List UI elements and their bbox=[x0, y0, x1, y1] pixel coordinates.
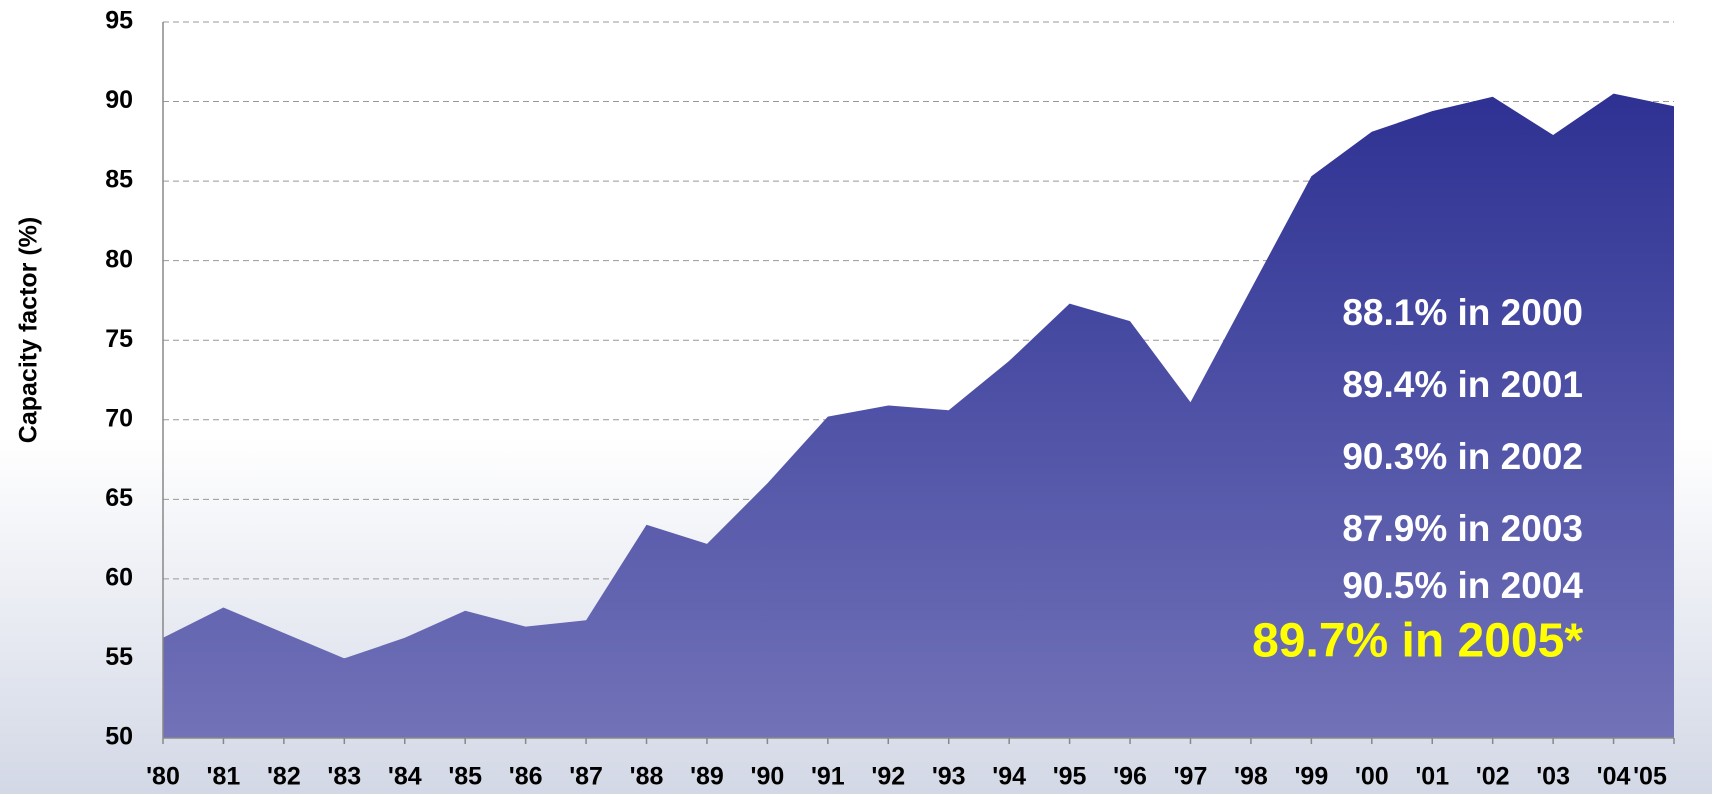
y-tick-label: 90 bbox=[105, 86, 133, 114]
x-tick-label: '84 bbox=[388, 763, 422, 791]
x-tick-label: '00 bbox=[1355, 763, 1389, 791]
x-tick-label: '90 bbox=[751, 763, 785, 791]
x-tick-label: '89 bbox=[690, 763, 724, 791]
y-tick-label: 75 bbox=[105, 325, 133, 353]
x-tick-label: '96 bbox=[1113, 763, 1147, 791]
annotation: 90.3% in 2002 bbox=[1342, 436, 1583, 477]
annotation: 89.4% in 2001 bbox=[1342, 364, 1583, 405]
y-tick-label: 70 bbox=[105, 404, 133, 432]
x-tick-label: '01 bbox=[1415, 763, 1449, 791]
y-tick-label: 60 bbox=[105, 563, 133, 591]
y-axis-label: Capacity factor (%) bbox=[15, 217, 43, 443]
x-tick-label: '80 bbox=[146, 763, 180, 791]
x-tick-label: '82 bbox=[267, 763, 301, 791]
y-tick-label: 55 bbox=[105, 643, 133, 671]
x-tick-label: '81 bbox=[207, 763, 241, 791]
y-tick-label: 85 bbox=[105, 166, 133, 194]
x-tick-label: '94 bbox=[992, 763, 1026, 791]
y-tick-label: 50 bbox=[105, 723, 133, 751]
annotation: 89.7% in 2005* bbox=[1252, 615, 1583, 668]
x-tick-label: '95 bbox=[1053, 763, 1087, 791]
x-tick-label: '99 bbox=[1294, 763, 1328, 791]
x-tick-label: '93 bbox=[932, 763, 966, 791]
y-tick-label: 95 bbox=[105, 7, 133, 35]
x-tick-label: '04 bbox=[1597, 763, 1631, 791]
y-tick-label: 80 bbox=[105, 245, 133, 273]
annotation: 87.9% in 2003 bbox=[1342, 508, 1583, 549]
x-tick-label: '05 bbox=[1633, 763, 1667, 791]
annotation: 90.5% in 2004 bbox=[1342, 565, 1583, 606]
x-tick-label: '92 bbox=[871, 763, 905, 791]
x-tick-label: '02 bbox=[1476, 763, 1510, 791]
x-tick-label: '86 bbox=[509, 763, 543, 791]
y-tick-label: 65 bbox=[105, 484, 133, 512]
x-tick-label: '91 bbox=[811, 763, 845, 791]
area bbox=[163, 93, 1674, 739]
x-tick-label: '03 bbox=[1536, 763, 1570, 791]
x-tick-label: '83 bbox=[327, 763, 361, 791]
x-tick-label: '97 bbox=[1174, 763, 1208, 791]
x-tick-label: '88 bbox=[630, 763, 664, 791]
x-tick-label: '98 bbox=[1234, 763, 1268, 791]
annotation: 88.1% in 2000 bbox=[1342, 292, 1583, 333]
x-tick-label: '85 bbox=[448, 763, 482, 791]
x-tick-label: '87 bbox=[569, 763, 603, 791]
